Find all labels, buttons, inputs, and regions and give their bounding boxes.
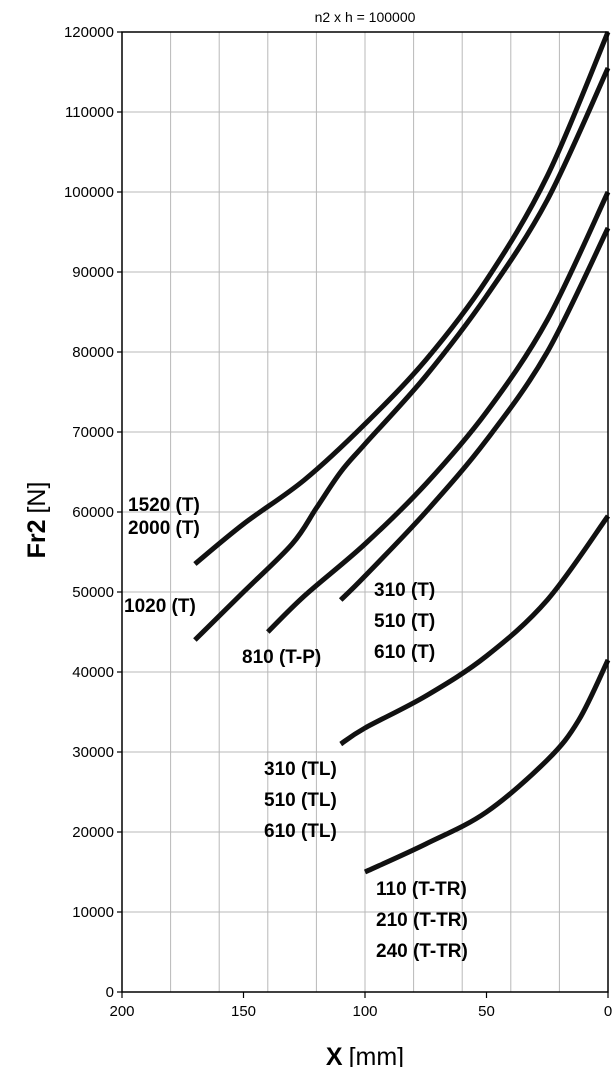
series-line-5 [363, 658, 611, 875]
series-label: 2000 (T) [128, 518, 200, 539]
series-label: 510 (TL) [264, 790, 337, 811]
series-label: 610 (TL) [264, 821, 337, 842]
y-tick-label: 50000 [72, 584, 114, 601]
y-axis-label-main: Fr2 [23, 520, 51, 559]
y-tick-label: 10000 [72, 904, 114, 921]
series-label: 240 (T-TR) [376, 941, 468, 962]
y-tick-label: 110000 [65, 104, 114, 121]
series-line-4 [339, 514, 611, 747]
svg-text:X[mm]: X [mm] [326, 1043, 404, 1067]
x-tick-label: 100 [352, 1003, 377, 1020]
y-tick-label: 0 [106, 984, 114, 1001]
series-label: 510 (T) [374, 611, 435, 632]
y-axis-label-unit: [N] [23, 482, 51, 514]
series-label: 610 (T) [374, 642, 435, 663]
series-label: 1020 (T) [124, 596, 196, 617]
series-line-0 [193, 31, 611, 566]
series-line-1 [193, 66, 611, 642]
series-label: 210 (T-TR) [376, 910, 468, 931]
series-label: 810 (T-P) [242, 647, 321, 668]
x-tick-label: 150 [231, 1003, 256, 1020]
y-tick-label: 70000 [72, 424, 114, 441]
tick-labels: 0 10000 20000 30000 40000 50000 60000 70000 8000… [64, 24, 612, 1020]
x-axis-label: X [mm] [326, 1043, 404, 1067]
series-label: 310 (TL) [264, 759, 337, 780]
x-tick-label: 200 [109, 1003, 134, 1020]
series-label: 110 (T-TR) [376, 879, 467, 900]
y-tick-label: 40000 [72, 664, 114, 681]
chart-subtitle: n2 x h = 100000 [315, 9, 416, 25]
curves [193, 31, 611, 875]
y-tick-label: 30000 [72, 744, 114, 761]
y-tick-label: 120000 [64, 24, 114, 41]
ticks [117, 31, 609, 998]
y-axis-label: Fr2 [N] [23, 482, 51, 559]
grid [122, 32, 608, 992]
svg-text:Fr2[N]: Fr2 [N] [23, 482, 51, 559]
x-tick-label: 50 [478, 1003, 495, 1020]
x-axis-label-unit: [mm] [349, 1043, 405, 1067]
x-tick-label: 0 [604, 1003, 612, 1020]
y-tick-label: 20000 [72, 824, 114, 841]
series-line-2 [266, 190, 611, 634]
x-axis-label-main: X [326, 1043, 343, 1067]
y-tick-label: 90000 [72, 264, 114, 281]
y-tick-label: 100000 [64, 184, 114, 201]
series-labels: 1520 (T) 2000 (T) 1020 (T) 810 (T-P) 310… [124, 495, 468, 962]
series-label: 1520 (T) [128, 495, 200, 516]
series-line-3 [338, 226, 611, 602]
y-tick-label: 60000 [72, 504, 114, 521]
series-label: 310 (T) [374, 580, 435, 601]
y-tick-label: 80000 [72, 344, 114, 361]
